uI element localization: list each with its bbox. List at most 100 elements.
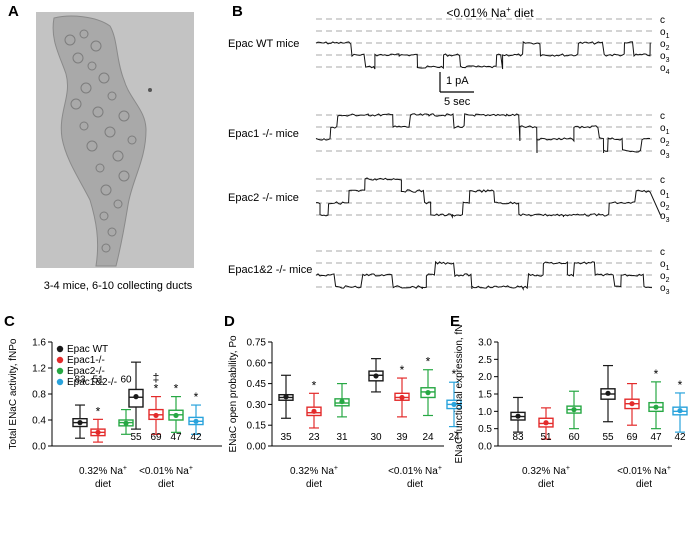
level-label: c [660, 247, 665, 258]
level-label: c [660, 111, 665, 122]
box-epac1-: * [394, 363, 410, 418]
box-epac-wt [600, 364, 616, 423]
y-tick-label: 1.6 [32, 338, 46, 349]
y-tick-label: 1.0 [478, 407, 492, 418]
n-label: 55 [130, 432, 142, 443]
mean-point [173, 412, 179, 419]
trace-label: Epac WT mice [228, 38, 299, 50]
significance-mark: * [174, 382, 179, 396]
n-label: 39 [396, 432, 408, 443]
mean-point [373, 373, 379, 379]
micrograph [36, 12, 194, 268]
panel-letter: D [224, 313, 235, 330]
n-label: 69 [150, 432, 162, 443]
current-trace [316, 177, 662, 219]
level-label: o1 [660, 27, 670, 40]
box-epac2-: * [168, 382, 184, 433]
panel-a-caption: 3-4 mice, 6-10 collecting ducts [44, 280, 193, 292]
mean-point [571, 407, 577, 413]
mean-point [95, 429, 101, 435]
mean-point [283, 394, 289, 400]
scale-bar [439, 72, 474, 93]
legend-marker [56, 356, 64, 364]
significance-mark: * [452, 367, 457, 381]
box-epac1-: * [306, 378, 322, 429]
n-label: 42 [674, 432, 686, 443]
y-tick-label: 0.15 [247, 421, 267, 432]
box-epac1- [538, 407, 554, 440]
mean-point [677, 408, 683, 414]
mean-point [77, 420, 83, 426]
y-axis-label: ENaC functional expression, fN [454, 325, 465, 464]
n-label: 24 [422, 432, 434, 443]
box-epac2-: * [420, 355, 436, 417]
category-label-diet: diet [407, 479, 423, 490]
category-label: 0.32% Na+ [290, 465, 338, 477]
y-tick-label: 0.45 [247, 379, 267, 390]
box-epac-wt [368, 358, 384, 393]
box-epac1-2-: * [446, 367, 462, 428]
level-label: o1 [660, 187, 670, 200]
panel-d: D 0.00 0.15 0.30 0.45 0.60 0.75 ENaC open proba… [224, 313, 462, 490]
level-label: c [660, 15, 665, 26]
y-tick-label: 0.4 [32, 416, 46, 427]
y-tick-label: 0.0 [478, 442, 492, 453]
significance-mark: * [154, 382, 159, 396]
box-epac-wt [278, 374, 294, 419]
legend-label: Epac WT [67, 344, 108, 355]
y-tick-label: 0.5 [478, 424, 492, 435]
mean-point [653, 404, 659, 410]
mean-point [605, 390, 611, 396]
legend-label: Epac1&2-/- [67, 377, 117, 388]
box-epac-wt [510, 396, 526, 433]
n-label: 30 [370, 432, 382, 443]
box-epac-wt [128, 361, 144, 430]
mean-point [425, 390, 431, 396]
scale-current-label: 1 pA [446, 75, 469, 87]
category-label: 0.32% Na+ [79, 465, 127, 477]
n-label: 51 [92, 374, 104, 385]
category-label: <0.01% Na+ [139, 465, 193, 477]
significance-mark: * [194, 390, 199, 404]
mean-point [629, 401, 635, 407]
y-tick-label: 1.5 [478, 390, 492, 401]
panel-c: C 0.0 0.4 0.8 1.2 1.6 Total ENaC activity, fNP… [4, 313, 222, 490]
panel-b-title: <0.01% Na+ diet [446, 5, 534, 20]
level-label: o4 [660, 63, 670, 76]
significance-mark: * [654, 367, 659, 381]
significance-mark: * [96, 404, 101, 418]
mean-point [193, 418, 199, 424]
category-label-diet: diet [158, 479, 174, 490]
legend-label: Epac2-/- [67, 366, 105, 377]
box-epac2- [334, 383, 350, 418]
n-label: 83 [74, 374, 86, 385]
current-trace [315, 41, 651, 70]
category-label: <0.01% Na+ [617, 465, 671, 477]
mean-point [543, 420, 549, 426]
level-label: o1 [660, 123, 670, 136]
n-label: 55 [602, 432, 614, 443]
y-axis-label: ENaC open probability, Po [228, 335, 239, 453]
trace-label: Epac1 -/- mice [228, 128, 299, 140]
box-epac1-: * [90, 404, 106, 443]
mean-point [339, 399, 345, 405]
box-epac-wt [72, 404, 88, 439]
trace-label: Epac2 -/- mice [228, 192, 299, 204]
y-tick-label: 0.8 [32, 390, 46, 401]
y-tick-label: 0.75 [247, 338, 267, 349]
mean-point [399, 394, 405, 401]
y-tick-label: 2.5 [478, 355, 492, 366]
n-label: 69 [626, 432, 638, 443]
mean-point [153, 412, 159, 419]
n-label: 42 [190, 432, 202, 443]
y-tick-label: 0.60 [247, 358, 267, 369]
mean-point [133, 394, 139, 400]
n-label: 31 [336, 432, 348, 443]
current-trace [315, 260, 653, 291]
